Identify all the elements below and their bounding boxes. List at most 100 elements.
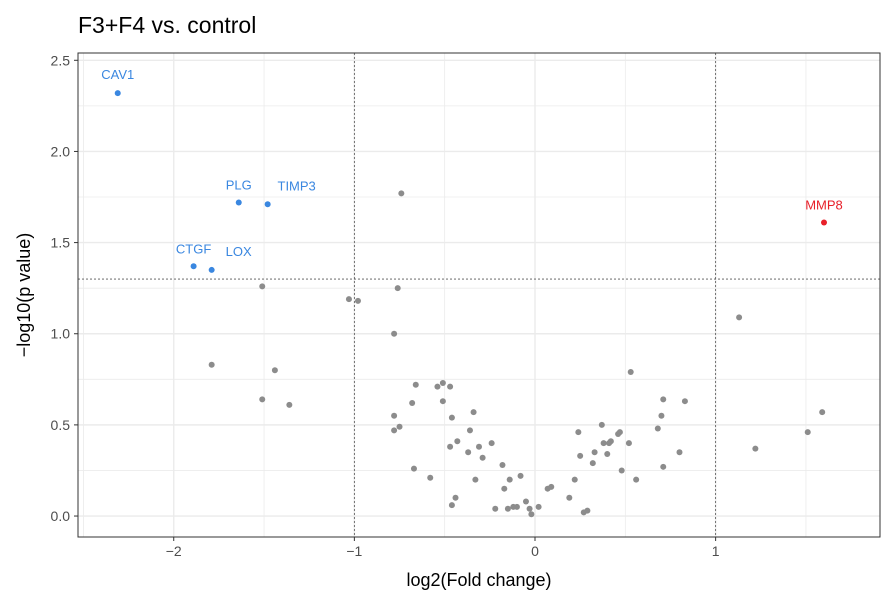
data-point xyxy=(517,472,524,479)
y-tick-label: 2.5 xyxy=(51,52,71,68)
x-axis-title: log2(Fold change) xyxy=(406,570,551,590)
data-point xyxy=(447,443,454,450)
data-point xyxy=(391,412,398,419)
data-point xyxy=(391,427,398,434)
data-point xyxy=(819,409,826,416)
data-point xyxy=(660,463,667,470)
data-point xyxy=(589,460,596,467)
data-point xyxy=(488,440,495,447)
data-point xyxy=(506,476,513,483)
data-point xyxy=(259,283,266,290)
data-point xyxy=(600,440,607,447)
data-points xyxy=(114,90,828,518)
point-label-plg: PLG xyxy=(226,177,252,192)
data-point xyxy=(535,503,542,510)
y-tick-label: 2.0 xyxy=(51,143,71,159)
data-point xyxy=(575,429,582,436)
data-point xyxy=(479,454,486,461)
data-point xyxy=(598,421,605,428)
data-point xyxy=(522,498,529,505)
data-point xyxy=(504,505,511,512)
data-point xyxy=(396,423,403,430)
data-point xyxy=(591,449,598,456)
highlighted-point-ctgf xyxy=(190,263,197,270)
data-point xyxy=(616,429,623,436)
data-point xyxy=(259,396,266,403)
y-tick-label: 1.0 xyxy=(51,326,71,342)
data-point xyxy=(604,451,611,458)
point-label-ctgf: CTGF xyxy=(176,241,211,256)
data-point xyxy=(571,476,578,483)
data-point xyxy=(448,502,455,509)
data-point xyxy=(410,465,417,472)
data-point xyxy=(470,409,477,416)
y-axis-title: −log10(p value) xyxy=(14,233,34,358)
data-point xyxy=(627,369,634,376)
point-label-mmp8: MMP8 xyxy=(805,198,843,213)
x-tick-label: −2 xyxy=(166,543,182,559)
data-point xyxy=(208,361,215,368)
data-point xyxy=(412,381,419,388)
y-tick-label: 1.5 xyxy=(51,235,71,251)
data-point xyxy=(752,445,759,452)
data-point xyxy=(528,511,535,518)
data-point xyxy=(465,449,472,456)
x-axis-ticks: −2 −1 0 1 xyxy=(166,537,720,559)
data-point xyxy=(658,412,665,419)
x-tick-label: −1 xyxy=(346,543,362,559)
data-point xyxy=(452,494,459,501)
data-point xyxy=(660,396,667,403)
data-point xyxy=(354,297,361,304)
data-point xyxy=(499,461,506,468)
data-point xyxy=(448,414,455,421)
point-label-timp3: TIMP3 xyxy=(278,178,316,193)
data-point xyxy=(633,476,640,483)
data-point xyxy=(501,485,508,492)
threshold-lines xyxy=(78,53,880,537)
data-point xyxy=(398,190,405,197)
highlighted-point-cav1 xyxy=(114,90,121,97)
plot-panel xyxy=(78,53,880,537)
data-point xyxy=(439,379,446,386)
data-point xyxy=(492,505,499,512)
y-tick-label: 0.5 xyxy=(51,417,71,433)
data-point xyxy=(736,314,743,321)
data-point xyxy=(394,285,401,292)
point-labels: CAV1 PLG TIMP3 CTGF LOX MMP8 xyxy=(101,67,843,259)
point-label-lox: LOX xyxy=(226,244,252,259)
plot-panel-border xyxy=(77,52,881,538)
point-label-cav1: CAV1 xyxy=(101,67,134,82)
chart-title: F3+F4 vs. control xyxy=(78,12,256,38)
y-axis-ticks: 0.0 0.5 1.0 1.5 2.0 2.5 xyxy=(51,52,78,524)
x-tick-label: 1 xyxy=(712,543,720,559)
data-point xyxy=(804,429,811,436)
data-point xyxy=(427,474,434,481)
highlighted-point-plg xyxy=(235,199,242,206)
data-point xyxy=(391,330,398,337)
highlighted-point-mmp8 xyxy=(821,219,828,226)
data-point xyxy=(513,503,520,510)
data-point xyxy=(676,449,683,456)
data-point xyxy=(476,443,482,450)
highlighted-point-lox xyxy=(208,266,215,273)
data-point xyxy=(447,383,454,390)
data-point xyxy=(625,440,632,447)
data-point xyxy=(271,367,278,374)
data-point xyxy=(472,476,479,483)
data-point xyxy=(286,401,293,408)
data-point xyxy=(607,438,614,445)
data-point xyxy=(584,507,591,514)
y-tick-label: 0.0 xyxy=(51,508,71,524)
data-point xyxy=(409,400,416,407)
data-point xyxy=(577,452,584,459)
data-point xyxy=(681,398,688,405)
data-point xyxy=(345,296,352,303)
data-point xyxy=(566,494,573,501)
data-point xyxy=(526,505,533,512)
data-point xyxy=(454,438,461,445)
data-point xyxy=(466,427,473,434)
data-point xyxy=(434,383,441,390)
x-tick-label: 0 xyxy=(531,543,539,559)
data-point xyxy=(654,425,661,432)
